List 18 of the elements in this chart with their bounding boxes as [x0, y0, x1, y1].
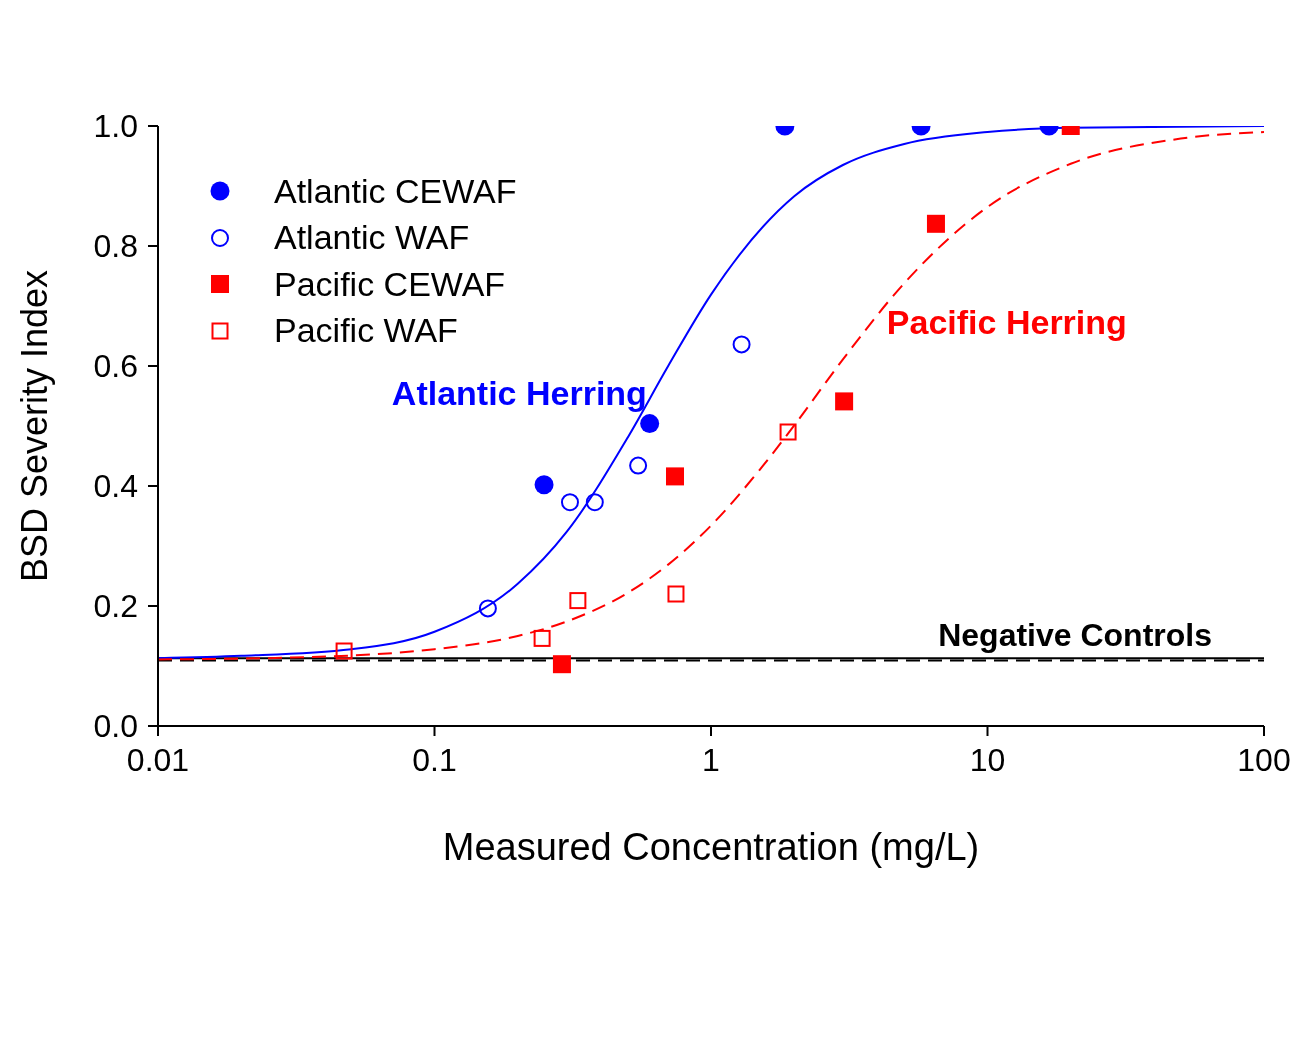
x-tick-label: 100 — [1237, 741, 1291, 778]
x-tick-label: 10 — [969, 741, 1006, 778]
y-tick-label: 0.4 — [93, 468, 138, 505]
legend-label: Pacific CEWAF — [274, 264, 506, 304]
y-tick-label: 0.2 — [93, 588, 138, 625]
annotation: Atlantic Herring — [391, 373, 647, 412]
y-tick-label: 1.0 — [93, 108, 138, 145]
y-axis-title: BSD Severity Index — [13, 269, 55, 583]
x-tick-label: 1 — [702, 741, 720, 778]
legend-label: Pacific WAF — [274, 311, 458, 351]
y-tick-label: 0.8 — [93, 228, 138, 265]
legend-label: Atlantic WAF — [274, 218, 470, 258]
ref-line-label: Negative Controls — [938, 617, 1212, 654]
x-tick-label: 0.1 — [412, 741, 457, 778]
legend-label: Atlantic CEWAF — [274, 171, 517, 211]
annotation: Pacific Herring — [886, 303, 1127, 342]
y-tick-label: 0.6 — [93, 348, 138, 385]
x-axis-title: Measured Concentration (mg/L) — [442, 826, 980, 868]
